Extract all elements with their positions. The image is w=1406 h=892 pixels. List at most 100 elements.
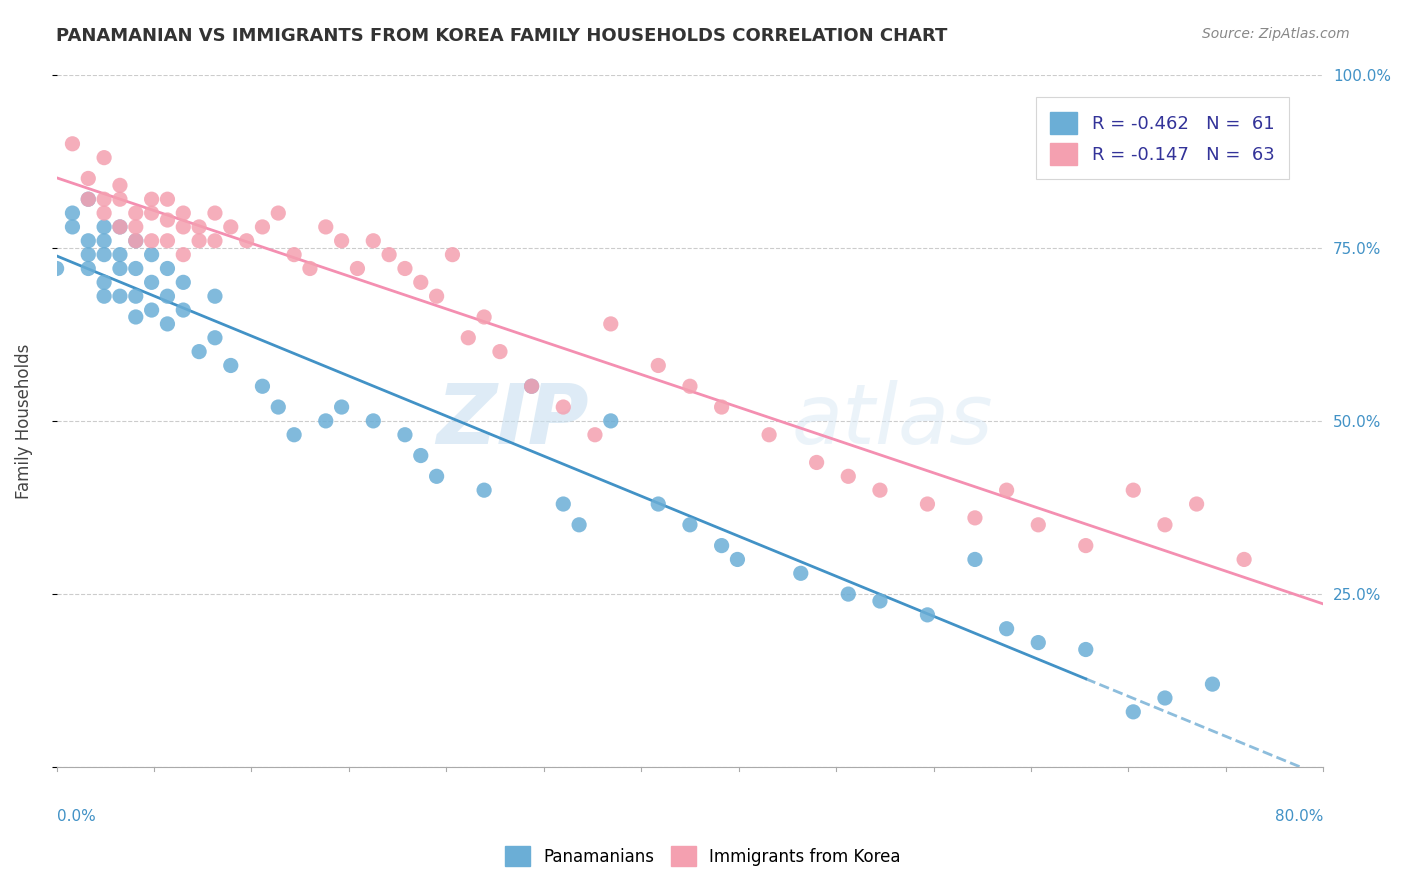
Point — [141, 303, 163, 318]
Point — [156, 261, 179, 276]
Point — [93, 247, 115, 261]
Point — [172, 276, 194, 290]
Point — [156, 213, 179, 227]
Point — [172, 206, 194, 220]
Point — [108, 289, 131, 303]
Point — [426, 289, 449, 303]
Point — [806, 455, 828, 469]
Point — [62, 219, 84, 234]
Point — [156, 192, 179, 206]
Point — [583, 427, 606, 442]
Text: Source: ZipAtlas.com: Source: ZipAtlas.com — [1202, 27, 1350, 41]
Point — [409, 449, 432, 463]
Point — [125, 234, 148, 248]
Text: 0.0%: 0.0% — [56, 809, 96, 824]
Point — [172, 219, 194, 234]
Point — [267, 206, 290, 220]
Point — [219, 359, 242, 373]
Point — [219, 219, 242, 234]
Point — [553, 497, 575, 511]
Point — [346, 261, 368, 276]
Point — [457, 331, 479, 345]
Point — [1026, 635, 1049, 649]
Point — [1185, 497, 1208, 511]
Point — [963, 552, 986, 566]
Point — [330, 400, 353, 414]
Point — [108, 219, 131, 234]
Point — [172, 303, 194, 318]
Point — [963, 511, 986, 525]
Point — [394, 427, 416, 442]
Point — [108, 247, 131, 261]
Point — [45, 261, 67, 276]
Point — [93, 276, 115, 290]
Text: 80.0%: 80.0% — [1275, 809, 1323, 824]
Point — [647, 359, 669, 373]
Point — [188, 344, 211, 359]
Point — [141, 276, 163, 290]
Point — [141, 206, 163, 220]
Point — [141, 234, 163, 248]
Text: ZIP: ZIP — [436, 380, 589, 461]
Point — [725, 552, 748, 566]
Point — [1074, 539, 1097, 553]
Point — [330, 234, 353, 248]
Point — [204, 234, 226, 248]
Point — [188, 234, 211, 248]
Point — [267, 400, 290, 414]
Point — [837, 587, 859, 601]
Point — [93, 206, 115, 220]
Point — [77, 261, 100, 276]
Text: PANAMANIAN VS IMMIGRANTS FROM KOREA FAMILY HOUSEHOLDS CORRELATION CHART: PANAMANIAN VS IMMIGRANTS FROM KOREA FAMI… — [56, 27, 948, 45]
Point — [93, 192, 115, 206]
Point — [172, 247, 194, 261]
Text: atlas: atlas — [792, 380, 993, 461]
Point — [77, 171, 100, 186]
Point — [758, 427, 780, 442]
Point — [77, 234, 100, 248]
Point — [1233, 552, 1256, 566]
Point — [710, 400, 733, 414]
Point — [710, 539, 733, 553]
Point — [1074, 642, 1097, 657]
Point — [77, 192, 100, 206]
Point — [520, 379, 543, 393]
Point — [125, 234, 148, 248]
Point — [553, 400, 575, 414]
Point — [1122, 705, 1144, 719]
Point — [315, 219, 337, 234]
Point — [599, 414, 621, 428]
Point — [141, 192, 163, 206]
Point — [1154, 691, 1177, 706]
Point — [599, 317, 621, 331]
Point — [1201, 677, 1223, 691]
Point — [679, 379, 702, 393]
Legend: Panamanians, Immigrants from Korea: Panamanians, Immigrants from Korea — [496, 838, 910, 875]
Point — [108, 178, 131, 193]
Y-axis label: Family Households: Family Households — [15, 343, 32, 499]
Point — [188, 219, 211, 234]
Point — [1026, 517, 1049, 532]
Point — [995, 483, 1018, 498]
Point — [125, 261, 148, 276]
Point — [204, 331, 226, 345]
Point — [93, 234, 115, 248]
Point — [917, 497, 939, 511]
Point — [125, 206, 148, 220]
Point — [283, 247, 305, 261]
Legend: R = -0.462   N =  61, R = -0.147   N =  63: R = -0.462 N = 61, R = -0.147 N = 63 — [1036, 97, 1289, 179]
Point — [235, 234, 257, 248]
Point — [378, 247, 401, 261]
Point — [568, 517, 591, 532]
Point — [647, 497, 669, 511]
Point — [361, 234, 384, 248]
Point — [252, 379, 274, 393]
Point — [869, 594, 891, 608]
Point — [441, 247, 464, 261]
Point — [252, 219, 274, 234]
Point — [361, 414, 384, 428]
Point — [156, 234, 179, 248]
Point — [837, 469, 859, 483]
Point — [995, 622, 1018, 636]
Point — [472, 310, 495, 324]
